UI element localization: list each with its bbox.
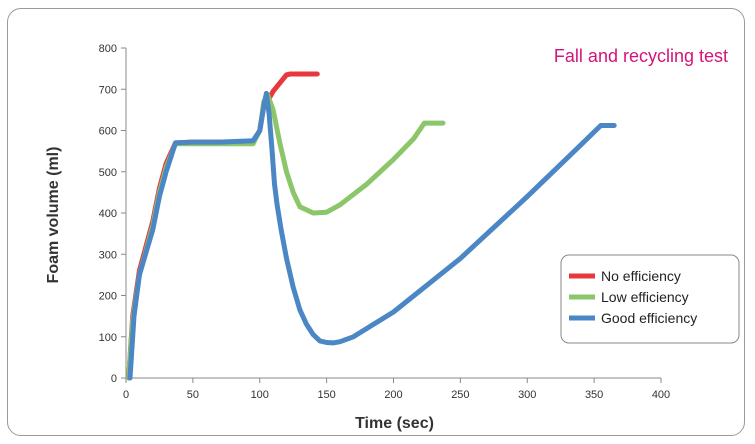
legend-box [560,254,740,344]
chart-title: Fall and recycling test [554,46,728,66]
y-tick-label: 100 [99,332,117,344]
series-line-good-efficiency [127,90,617,381]
series-line-low-efficiency [126,92,446,381]
x-tick-label: 400 [652,389,670,401]
x-tick-label: 0 [123,389,129,401]
series-layer [126,71,617,381]
y-tick-label: 300 [99,249,117,261]
y-axis-title: Foam volume (ml) [45,147,62,284]
axes: 0 100 200 300 400 500 600 700 800 0 50 100 150 200 250… [99,43,671,401]
x-tick-label: 350 [585,389,603,401]
y-tick-label: 0 [111,373,117,385]
legend-entry: Good efficiency [601,310,697,326]
legend: No efficiency Low efficiency Good efficien… [560,254,740,344]
y-tick-label: 700 [99,84,117,96]
x-tick-label: 100 [251,389,269,401]
legend-entry: No efficiency [601,268,681,284]
y-tick-label: 600 [99,126,117,138]
x-tick-label: 250 [451,389,469,401]
legend-entry: Low efficiency [601,289,689,305]
x-tick-label: 200 [384,389,402,401]
y-tick-label: 200 [99,291,117,303]
y-tick-label: 400 [99,208,117,220]
x-axis-title: Time (sec) [355,415,434,432]
y-tick-label: 500 [99,167,117,179]
x-tick-label: 150 [317,389,335,401]
x-tick-label: 50 [187,389,199,401]
y-tick-label: 800 [99,43,117,55]
x-tick-label: 300 [518,389,536,401]
series-line-no-efficiency [126,71,320,381]
